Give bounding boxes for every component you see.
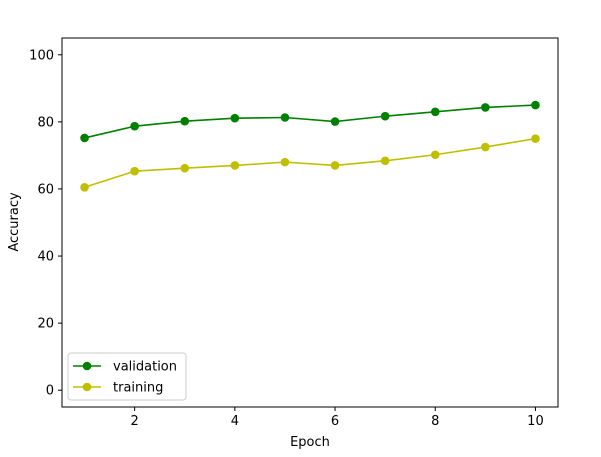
plot-frame	[61, 37, 559, 408]
data-point-validation	[280, 113, 290, 122]
data-point-training	[280, 157, 290, 167]
series-line-training	[84, 137, 536, 189]
data-point-training	[531, 134, 540, 143]
legend-label-training: training	[113, 381, 163, 396]
legend: validation training	[67, 352, 187, 401]
data-point-training	[430, 150, 440, 160]
data-point-training	[80, 182, 89, 192]
x-axis-ticks: 2 4 6 8 10	[131, 407, 544, 429]
data-point-training	[230, 161, 240, 170]
data-point-validation	[531, 100, 540, 110]
x-tick-label: 10	[527, 414, 544, 429]
y-tick-label: 80	[37, 115, 54, 130]
y-tick-label: 20	[37, 317, 54, 332]
series-training	[80, 134, 540, 192]
x-axis-label: Epoch	[290, 435, 330, 450]
y-tick-label: 40	[37, 250, 54, 265]
data-point-training	[481, 142, 490, 152]
data-point-validation	[430, 107, 440, 117]
x-tick-label: 8	[431, 414, 439, 429]
legend-marker-validation	[82, 361, 92, 371]
x-tick-label: 2	[131, 414, 139, 429]
series-line-validation	[84, 104, 536, 139]
legend-box	[67, 352, 187, 401]
y-axis-ticks: 0 20 40 60 80 100	[29, 48, 62, 399]
y-tick-label: 60	[37, 182, 54, 197]
legend-marker-training	[82, 382, 92, 392]
data-point-training	[330, 161, 340, 170]
data-point-validation	[130, 121, 139, 131]
plot-area	[62, 38, 558, 407]
data-point-validation	[481, 103, 490, 112]
data-point-training	[180, 163, 190, 173]
y-axis-label: Accuracy	[7, 192, 22, 252]
data-point-validation	[180, 116, 190, 126]
data-point-validation	[80, 133, 89, 143]
x-tick-label: 4	[231, 414, 239, 429]
data-point-validation	[380, 111, 390, 121]
y-tick-label: 100	[29, 48, 54, 63]
legend-label-validation: validation	[113, 360, 177, 375]
series-layer	[80, 100, 540, 192]
y-tick-label: 0	[46, 384, 54, 399]
x-tick-label: 6	[331, 414, 339, 429]
data-point-validation	[330, 117, 340, 126]
series-validation	[80, 100, 540, 143]
data-point-validation	[230, 113, 240, 123]
data-point-training	[130, 166, 139, 176]
data-point-training	[380, 156, 390, 166]
